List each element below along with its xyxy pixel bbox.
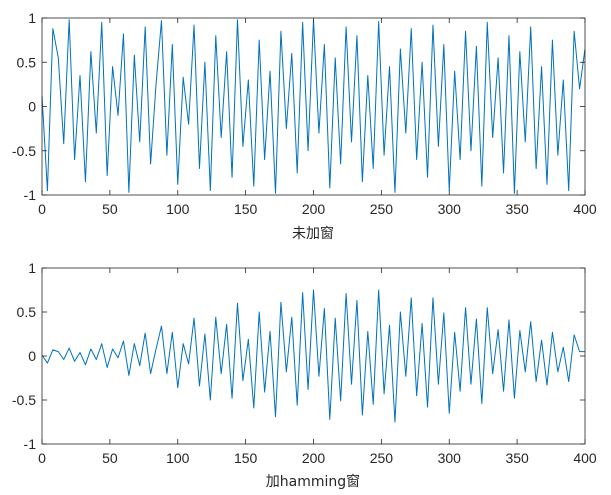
y-tick-label: -1	[24, 436, 37, 452]
x-tick-label: 50	[102, 201, 118, 217]
x-tick-label: 350	[505, 201, 529, 217]
y-tick-label: 0	[28, 99, 36, 115]
y-tick-label: 1	[28, 10, 36, 26]
x-tick-label: 250	[370, 450, 394, 466]
x-tick-label: 250	[370, 201, 394, 217]
x-axis-label: 未加窗	[292, 225, 334, 242]
y-tick-label: -0.5	[12, 392, 36, 408]
ticks-layer: 0 50 100 150 200 250 300 350 400 -1 -0.5 0 0.5 1	[12, 10, 597, 217]
x-tick-label: 200	[302, 450, 326, 466]
x-tick-label: 100	[166, 201, 190, 217]
x-tick-label: 150	[234, 450, 258, 466]
series-line	[41, 289, 585, 423]
x-tick-label: 100	[166, 450, 190, 466]
x-tick-label: 300	[438, 450, 462, 466]
x-tick-label: 400	[573, 450, 597, 466]
y-tick-label: 0.5	[17, 54, 37, 70]
series-layer	[41, 289, 585, 423]
x-tick-label: 350	[505, 450, 529, 466]
ticks-layer: 0 50 100 150 200 250 300 350 400 -1 -0.5 0 0.5 1	[12, 260, 597, 466]
y-tick-label: 0	[28, 348, 36, 364]
x-tick-label: 400	[573, 201, 597, 217]
x-tick-label: 0	[38, 201, 46, 217]
subplot-hamming: 0 50 100 150 200 250 300 350 400 -1 -0.5 0 0.5 1 加ham…	[12, 260, 597, 490]
x-tick-label: 150	[234, 201, 258, 217]
y-tick-label: 1	[28, 260, 36, 276]
x-tick-label: 50	[102, 450, 118, 466]
x-axis-label: 加hamming窗	[266, 473, 360, 490]
y-tick-label: -0.5	[12, 143, 36, 159]
x-tick-label: 0	[38, 450, 46, 466]
x-tick-label: 200	[302, 201, 326, 217]
y-tick-label: 0.5	[17, 304, 37, 320]
y-tick-label: -1	[24, 187, 37, 203]
x-tick-label: 300	[438, 201, 462, 217]
subplot-unwindowed: 0 50 100 150 200 250 300 350 400 -1 -0.5 0 0.5 1 未加窗	[12, 10, 597, 242]
